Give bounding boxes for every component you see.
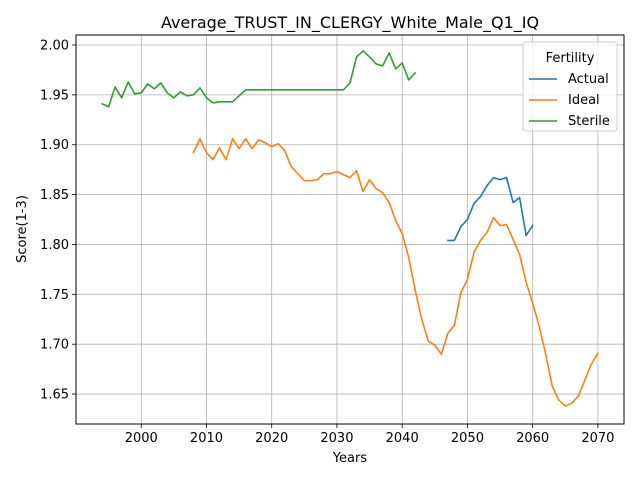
y-axis-label: Score(1-3) (15, 195, 30, 263)
series-line-actual (447, 176, 534, 242)
series-layer (101, 50, 599, 407)
x-tick-label: 2010 (190, 431, 223, 446)
series-line-ideal (192, 137, 599, 407)
plot-frame (75, 34, 625, 425)
series-line-sterile (101, 50, 417, 108)
x-tick-label: 2070 (581, 431, 614, 446)
y-tick-label: 1.70 (40, 338, 69, 353)
y-tick-label: 1.75 (40, 288, 69, 303)
y-tick-label: 1.80 (40, 238, 69, 253)
legend-title: Fertility (546, 51, 595, 66)
y-tick-label: 2.00 (40, 38, 69, 53)
y-tick-label: 1.95 (40, 88, 69, 103)
x-tick-label: 2040 (386, 431, 419, 446)
legend-label-actual: Actual (568, 72, 609, 87)
x-tick-label: 2020 (255, 431, 288, 446)
chart-title: Average_TRUST_IN_CLERGY_White_Male_Q1_IQ (161, 13, 539, 33)
y-tick-label: 1.90 (40, 138, 69, 153)
x-axis-label: Years (332, 451, 368, 466)
legend-label-sterile: Sterile (568, 114, 610, 129)
x-tick-label: 2000 (125, 431, 158, 446)
x-tick-label: 2050 (451, 431, 484, 446)
legend-box (522, 41, 618, 132)
legend-label-ideal: Ideal (568, 93, 600, 108)
axis-ticks: 2000 2010 2020 2030 2040 2050 2060 2070 1.65 1.70… (40, 38, 614, 446)
y-tick-label: 1.65 (40, 388, 69, 403)
x-tick-label: 2060 (516, 431, 549, 446)
y-tick-label: 1.85 (40, 188, 69, 203)
legend: Fertility Actual Ideal Sterile (522, 41, 618, 132)
x-tick-label: 2030 (320, 431, 353, 446)
